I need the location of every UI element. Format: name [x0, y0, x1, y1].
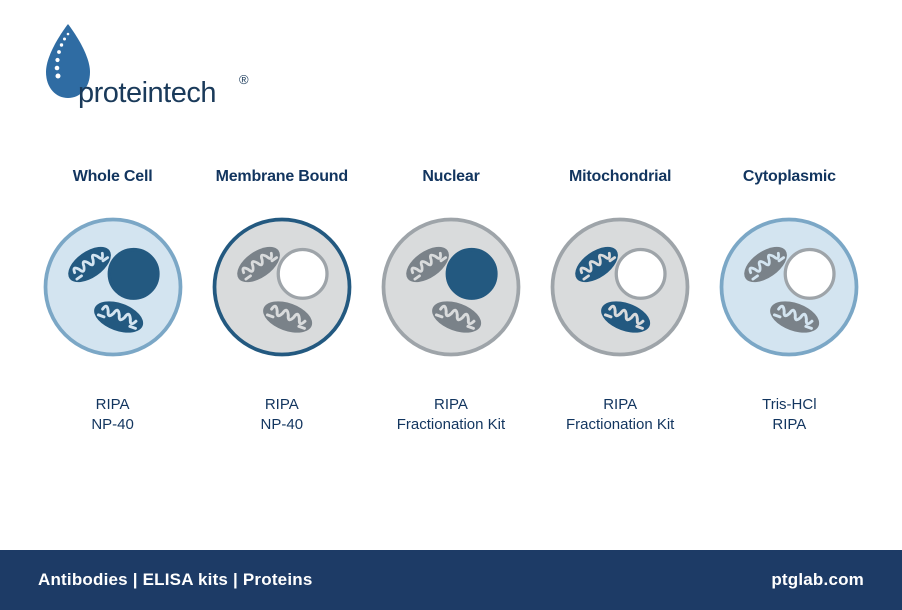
svg-text:®: ®	[239, 72, 249, 87]
cell-title-nuclear: Nuclear	[422, 168, 479, 186]
reagents-nuclear: RIPAFractionation Kit	[397, 395, 505, 436]
cell-diagram-cytoplasmic	[714, 212, 864, 367]
cell-row: Whole Cell RIPANP-40Membrane Bound	[0, 168, 902, 436]
reagents-cytoplasmic: Tris-HClRIPA	[762, 395, 816, 436]
reagent-line: RIPA	[762, 415, 816, 435]
reagent-line: Tris-HCl	[762, 395, 816, 415]
proteintech-logo-icon: proteintech ®	[34, 22, 264, 118]
reagent-line: RIPA	[397, 395, 505, 415]
cell-column-cytoplasmic: Cytoplasmic Tris-HClRIPA	[705, 168, 873, 436]
cell-diagram-membrane_bound	[207, 212, 357, 367]
brand-logo: proteintech ®	[34, 22, 264, 118]
reagents-membrane_bound: RIPANP-40	[261, 395, 304, 436]
cell-cytoplasmic	[714, 212, 864, 362]
cell-title-whole_cell: Whole Cell	[73, 168, 153, 186]
reagents-mitochondrial: RIPAFractionation Kit	[566, 395, 674, 436]
cell-mitochondrial	[545, 212, 695, 362]
cell-column-whole_cell: Whole Cell RIPANP-40	[29, 168, 197, 436]
cell-column-nuclear: Nuclear RIPAFractionation Kit	[367, 168, 535, 436]
reagent-line: RIPA	[566, 395, 674, 415]
reagent-line: NP-40	[91, 415, 134, 435]
cell-title-membrane_bound: Membrane Bound	[216, 168, 348, 186]
cell-nuclear	[376, 212, 526, 362]
reagent-line: NP-40	[261, 415, 304, 435]
reagents-whole_cell: RIPANP-40	[91, 395, 134, 436]
cell-diagram-whole_cell	[38, 212, 188, 367]
cell-diagram-nuclear	[376, 212, 526, 367]
cell-diagram-mitochondrial	[545, 212, 695, 367]
reagent-line: RIPA	[91, 395, 134, 415]
svg-text:proteintech: proteintech	[78, 77, 216, 109]
footer-left-text: Antibodies | ELISA kits | Proteins	[38, 570, 313, 590]
reagent-line: Fractionation Kit	[566, 415, 674, 435]
footer-right-text: ptglab.com	[771, 570, 864, 590]
cell-column-mitochondrial: Mitochondrial RIPAFractionation Kit	[536, 168, 704, 436]
cell-title-cytoplasmic: Cytoplasmic	[743, 168, 836, 186]
cell-column-membrane_bound: Membrane Bound RIPANP-40	[198, 168, 366, 436]
reagent-line: RIPA	[261, 395, 304, 415]
page: proteintech ® Whole Cell RIPANP-40Membra…	[0, 0, 902, 610]
footer-bar: Antibodies | ELISA kits | Proteins ptgla…	[0, 550, 902, 610]
cell-title-mitochondrial: Mitochondrial	[569, 168, 671, 186]
cell-membrane_bound	[207, 212, 357, 362]
cell-whole_cell	[38, 212, 188, 362]
reagent-line: Fractionation Kit	[397, 415, 505, 435]
